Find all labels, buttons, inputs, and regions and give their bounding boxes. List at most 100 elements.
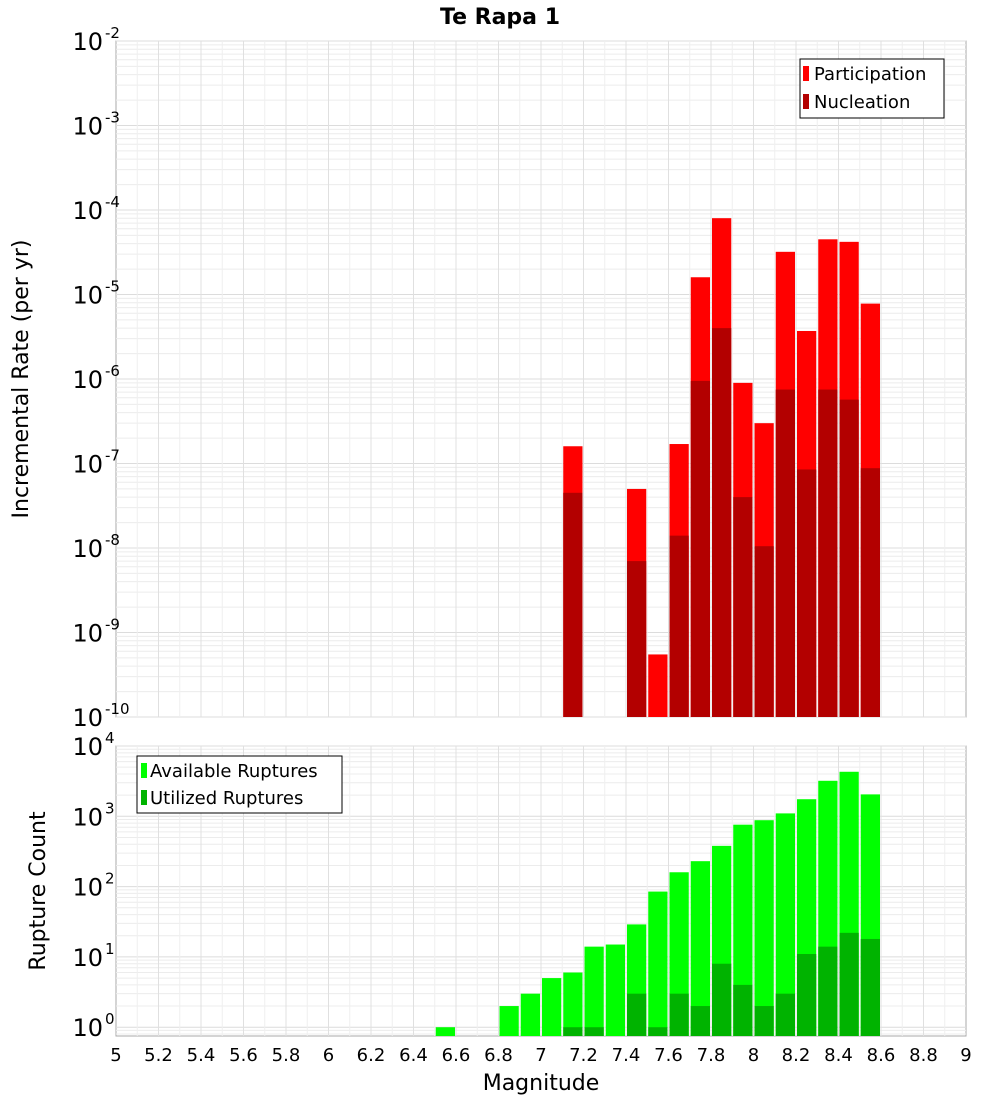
y-tick-exponent: -9 [105, 616, 120, 634]
bar-utilized-ruptures [818, 946, 838, 1036]
bottom-legend-box [136, 755, 343, 814]
y-tick-base: 10 [72, 874, 103, 902]
x-tick-label: 7.2 [569, 1045, 598, 1066]
x-tick-label: 5.4 [187, 1045, 216, 1066]
bar-available-ruptures [648, 891, 668, 1036]
y-tick-label: 10 -10 [72, 700, 129, 732]
bar-available-ruptures [563, 972, 583, 1036]
bar-nucleation [712, 328, 732, 717]
bar-participation [648, 654, 668, 717]
y-tick-exponent: -2 [105, 24, 120, 42]
x-tick-label: 5.2 [144, 1045, 173, 1066]
bar-nucleation [627, 561, 647, 717]
y-tick-base: 10 [72, 733, 103, 761]
y-tick-label: 10 -6 [72, 362, 120, 394]
bar-available-ruptures [733, 824, 753, 1036]
bar-utilized-ruptures [627, 993, 647, 1036]
y-tick-label: 10 -2 [72, 24, 120, 56]
y-tick-label: 10 4 [72, 729, 114, 761]
bar-nucleation [818, 389, 838, 717]
x-tick-label: 6.2 [357, 1045, 386, 1066]
y-tick-base: 10 [72, 620, 103, 648]
legend-label-utilized: Utilized Ruptures [150, 788, 303, 809]
bar-nucleation [754, 546, 774, 717]
bottom-legend: Available Ruptures Utilized Ruptures [136, 755, 343, 814]
y-tick-exponent: 4 [105, 729, 115, 747]
y-tick-exponent: -10 [105, 700, 130, 718]
y-tick-label: 10 0 [72, 1010, 114, 1042]
x-tick-label: 6.4 [399, 1045, 428, 1066]
x-tick-label: 7.8 [697, 1045, 726, 1066]
legend-label-participation: Participation [814, 64, 926, 85]
top-legend-box [799, 58, 945, 119]
y-tick-base: 10 [72, 366, 103, 394]
y-tick-exponent: -8 [105, 531, 120, 549]
bar-available-ruptures [520, 993, 540, 1036]
y-tick-exponent: -7 [105, 447, 120, 465]
x-tick-label: 7.4 [612, 1045, 641, 1066]
x-tick-label: 9 [960, 1045, 971, 1066]
bar-nucleation [563, 492, 583, 717]
x-tick-label: 7.6 [654, 1045, 683, 1066]
y-tick-label: 10 -8 [72, 531, 120, 563]
x-tick-label: 8.6 [867, 1045, 896, 1066]
x-tick-label: 7 [535, 1045, 546, 1066]
y-tick-label: 10 -7 [72, 447, 120, 479]
bar-utilized-ruptures [775, 993, 795, 1036]
chart-title: Te Rapa 1 [440, 5, 560, 30]
y-tick-exponent: 2 [105, 870, 115, 888]
x-tick-labels: 5 5.2 5.4 5.6 5.8 6 6.2 6.4 6.6 6.8 7 7.2 7.4 7.6 7.8 8… [110, 1045, 971, 1066]
y-tick-label: 10 -9 [72, 616, 120, 648]
bar-available-ruptures [775, 813, 795, 1036]
bar-nucleation [839, 399, 859, 717]
y-tick-base: 10 [72, 197, 103, 225]
bar-utilized-ruptures [563, 1027, 583, 1036]
bar-nucleation [669, 535, 689, 717]
x-tick-label: 6.8 [484, 1045, 513, 1066]
bar-nucleation [797, 469, 817, 717]
bar-available-ruptures [542, 978, 562, 1036]
bar-utilized-ruptures [733, 984, 753, 1036]
y-tick-label: 10 1 [72, 940, 114, 972]
bar-nucleation [860, 468, 880, 717]
y-tick-base: 10 [72, 944, 103, 972]
bar-utilized-ruptures [669, 993, 689, 1036]
x-tick-label: 8.2 [782, 1045, 811, 1066]
bar-utilized-ruptures [860, 938, 880, 1036]
x-tick-label: 5 [110, 1045, 121, 1066]
top-legend: Participation Nucleation [799, 58, 945, 119]
bar-utilized-ruptures [797, 954, 817, 1036]
bar-available-ruptures [584, 946, 604, 1036]
y-tick-exponent: -5 [105, 278, 120, 296]
bar-available-ruptures [499, 1006, 519, 1036]
bar-available-ruptures [435, 1027, 455, 1036]
bar-utilized-ruptures [754, 1006, 774, 1036]
y-tick-base: 10 [72, 1014, 103, 1042]
y-tick-label: 10 3 [72, 799, 114, 831]
y-tick-label: 10 -3 [72, 109, 120, 141]
x-tick-label: 6 [323, 1045, 334, 1066]
bar-utilized-ruptures [648, 1027, 668, 1036]
top-grid [116, 40, 966, 718]
bar-nucleation [775, 389, 795, 717]
x-axis-label: Magnitude [483, 1071, 600, 1096]
bar-available-ruptures [605, 944, 625, 1036]
bar-utilized-ruptures [712, 963, 732, 1036]
y-tick-exponent: -6 [105, 362, 120, 380]
y-tick-base: 10 [72, 113, 103, 141]
x-tick-label: 8.8 [909, 1045, 938, 1066]
y-tick-base: 10 [72, 704, 103, 732]
x-tick-label: 6.6 [442, 1045, 471, 1066]
y-tick-label: 10 -5 [72, 278, 120, 310]
legend-label-available: Available Ruptures [150, 761, 318, 782]
bar-nucleation [690, 380, 710, 717]
y-tick-label: 10 2 [72, 870, 114, 902]
bar-available-ruptures [690, 861, 710, 1036]
y-tick-label: 10 -4 [72, 193, 120, 225]
y-tick-base: 10 [72, 28, 103, 56]
